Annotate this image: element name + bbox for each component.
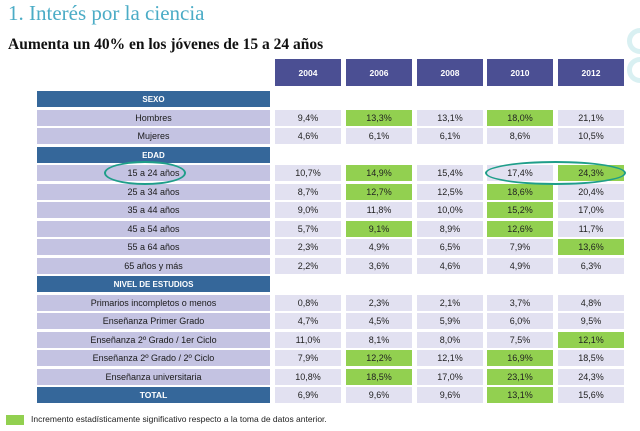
table-cell-15-a-24-anos-2006: 14,9% — [346, 165, 412, 181]
table-cell-45-a-54-anos-2004: 5,7% — [275, 221, 341, 237]
table-cell-ensenanza-2o-grado-2o-ciclo-2008: 12,1% — [417, 350, 483, 366]
table-cell-55-a-64-anos-2010: 7,9% — [487, 239, 553, 255]
table-cell-ensenanza-universitaria-2004: 10,8% — [275, 369, 341, 385]
row-label-35-a-44-anos: 35 a 44 años — [37, 202, 270, 218]
total-label: TOTAL — [37, 387, 270, 403]
table-cell-65-anos-y-mas-2012: 6,3% — [558, 258, 624, 274]
table-cell-total-2008: 9,6% — [417, 387, 483, 403]
table-cell-35-a-44-anos-2004: 9,0% — [275, 202, 341, 218]
table-cell-25-a-34-anos-2006: 12,7% — [346, 184, 412, 200]
table-cell-hombres-2010: 18,0% — [487, 110, 553, 126]
slide-subtitle: Aumenta un 40% en los jóvenes de 15 a 24… — [8, 36, 324, 53]
table-cell-mujeres-2010: 8,6% — [487, 128, 553, 144]
column-header-2006: 2006 — [346, 59, 412, 86]
table-cell-primarios-incompletos-o-menos-2004: 0,8% — [275, 295, 341, 311]
table-cell-25-a-34-anos-2004: 8,7% — [275, 184, 341, 200]
table-cell-mujeres-2012: 10,5% — [558, 128, 624, 144]
table-cell-primarios-incompletos-o-menos-2006: 2,3% — [346, 295, 412, 311]
table-cell-15-a-24-anos-2008: 15,4% — [417, 165, 483, 181]
table-cell-primarios-incompletos-o-menos-2012: 4,8% — [558, 295, 624, 311]
table-cell-ensenanza-2o-grado-1er-ciclo-2012: 12,1% — [558, 332, 624, 348]
slide-title: 1. Interés por la ciencia — [8, 1, 205, 25]
table-cell-45-a-54-anos-2008: 8,9% — [417, 221, 483, 237]
table-cell-mujeres-2008: 6,1% — [417, 128, 483, 144]
table-cell-ensenanza-primer-grado-2004: 4,7% — [275, 313, 341, 329]
table-cell-65-anos-y-mas-2004: 2,2% — [275, 258, 341, 274]
table-cell-35-a-44-anos-2010: 15,2% — [487, 202, 553, 218]
row-label-55-a-64-anos: 55 a 64 años — [37, 239, 270, 255]
table-cell-mujeres-2006: 6,1% — [346, 128, 412, 144]
table-cell-ensenanza-2o-grado-1er-ciclo-2004: 11,0% — [275, 332, 341, 348]
row-label-15-a-24-anos: 15 a 24 años — [37, 165, 270, 181]
column-header-2008: 2008 — [417, 59, 483, 86]
section-header-edad: EDAD — [37, 147, 270, 163]
row-label-ensenanza-primer-grado: Enseñanza Primer Grado — [37, 313, 270, 329]
table-cell-total-2006: 9,6% — [346, 387, 412, 403]
table-cell-hombres-2006: 13,3% — [346, 110, 412, 126]
table-cell-35-a-44-anos-2012: 17,0% — [558, 202, 624, 218]
table-cell-65-anos-y-mas-2006: 3,6% — [346, 258, 412, 274]
table-cell-ensenanza-2o-grado-1er-ciclo-2010: 7,5% — [487, 332, 553, 348]
table-cell-total-2004: 6,9% — [275, 387, 341, 403]
table-cell-ensenanza-primer-grado-2012: 9,5% — [558, 313, 624, 329]
table-cell-mujeres-2004: 4,6% — [275, 128, 341, 144]
table-cell-55-a-64-anos-2006: 4,9% — [346, 239, 412, 255]
legend-swatch — [6, 415, 24, 425]
row-label-65-anos-y-mas: 65 años y más — [37, 258, 270, 274]
table-cell-15-a-24-anos-2012: 24,3% — [558, 165, 624, 181]
row-label-primarios-incompletos-o-menos: Primarios incompletos o menos — [37, 295, 270, 311]
row-label-ensenanza-2o-grado-1er-ciclo: Enseñanza 2º Grado / 1er Ciclo — [37, 332, 270, 348]
table-cell-ensenanza-primer-grado-2010: 6,0% — [487, 313, 553, 329]
table-cell-ensenanza-2o-grado-2o-ciclo-2004: 7,9% — [275, 350, 341, 366]
column-header-2004: 2004 — [275, 59, 341, 86]
table-cell-45-a-54-anos-2006: 9,1% — [346, 221, 412, 237]
table-cell-ensenanza-universitaria-2008: 17,0% — [417, 369, 483, 385]
decorative-circle-top — [627, 28, 640, 54]
table-cell-primarios-incompletos-o-menos-2010: 3,7% — [487, 295, 553, 311]
column-header-2010: 2010 — [487, 59, 553, 86]
table-cell-25-a-34-anos-2012: 20,4% — [558, 184, 624, 200]
section-header-nivel-de-estudios: NIVEL DE ESTUDIOS — [37, 276, 270, 292]
table-cell-ensenanza-2o-grado-1er-ciclo-2008: 8,0% — [417, 332, 483, 348]
legend-text: Incremento estadísticamente significativ… — [31, 414, 327, 424]
table-cell-25-a-34-anos-2008: 12,5% — [417, 184, 483, 200]
table-cell-hombres-2012: 21,1% — [558, 110, 624, 126]
table-cell-65-anos-y-mas-2010: 4,9% — [487, 258, 553, 274]
row-label-25-a-34-anos: 25 a 34 años — [37, 184, 270, 200]
table-cell-ensenanza-2o-grado-2o-ciclo-2006: 12,2% — [346, 350, 412, 366]
table-cell-ensenanza-2o-grado-2o-ciclo-2010: 16,9% — [487, 350, 553, 366]
row-label-ensenanza-universitaria: Enseñanza universitaria — [37, 369, 270, 385]
table-cell-hombres-2004: 9,4% — [275, 110, 341, 126]
column-header-2012: 2012 — [558, 59, 624, 86]
table-cell-15-a-24-anos-2010: 17,4% — [487, 165, 553, 181]
table-cell-15-a-24-anos-2004: 10,7% — [275, 165, 341, 181]
table-cell-ensenanza-universitaria-2010: 23,1% — [487, 369, 553, 385]
section-header-sexo: SEXO — [37, 91, 270, 107]
table-cell-total-2010: 13,1% — [487, 387, 553, 403]
table-cell-35-a-44-anos-2008: 10,0% — [417, 202, 483, 218]
table-cell-55-a-64-anos-2008: 6,5% — [417, 239, 483, 255]
table-cell-35-a-44-anos-2006: 11,8% — [346, 202, 412, 218]
row-label-45-a-54-anos: 45 a 54 años — [37, 221, 270, 237]
decorative-circle-bottom — [627, 57, 640, 83]
row-label-mujeres: Mujeres — [37, 128, 270, 144]
table-cell-45-a-54-anos-2010: 12,6% — [487, 221, 553, 237]
table-cell-primarios-incompletos-o-menos-2008: 2,1% — [417, 295, 483, 311]
table-cell-45-a-54-anos-2012: 11,7% — [558, 221, 624, 237]
table-cell-55-a-64-anos-2012: 13,6% — [558, 239, 624, 255]
row-label-ensenanza-2o-grado-2o-ciclo: Enseñanza 2º Grado / 2º Ciclo — [37, 350, 270, 366]
table-cell-ensenanza-universitaria-2012: 24,3% — [558, 369, 624, 385]
table-cell-55-a-64-anos-2004: 2,3% — [275, 239, 341, 255]
table-cell-25-a-34-anos-2010: 18,6% — [487, 184, 553, 200]
table-cell-65-anos-y-mas-2008: 4,6% — [417, 258, 483, 274]
table-cell-ensenanza-primer-grado-2006: 4,5% — [346, 313, 412, 329]
table-cell-total-2012: 15,6% — [558, 387, 624, 403]
table-cell-ensenanza-2o-grado-2o-ciclo-2012: 18,5% — [558, 350, 624, 366]
table-cell-ensenanza-universitaria-2006: 18,5% — [346, 369, 412, 385]
row-label-hombres: Hombres — [37, 110, 270, 126]
table-cell-ensenanza-2o-grado-1er-ciclo-2006: 8,1% — [346, 332, 412, 348]
table-cell-ensenanza-primer-grado-2008: 5,9% — [417, 313, 483, 329]
table-cell-hombres-2008: 13,1% — [417, 110, 483, 126]
